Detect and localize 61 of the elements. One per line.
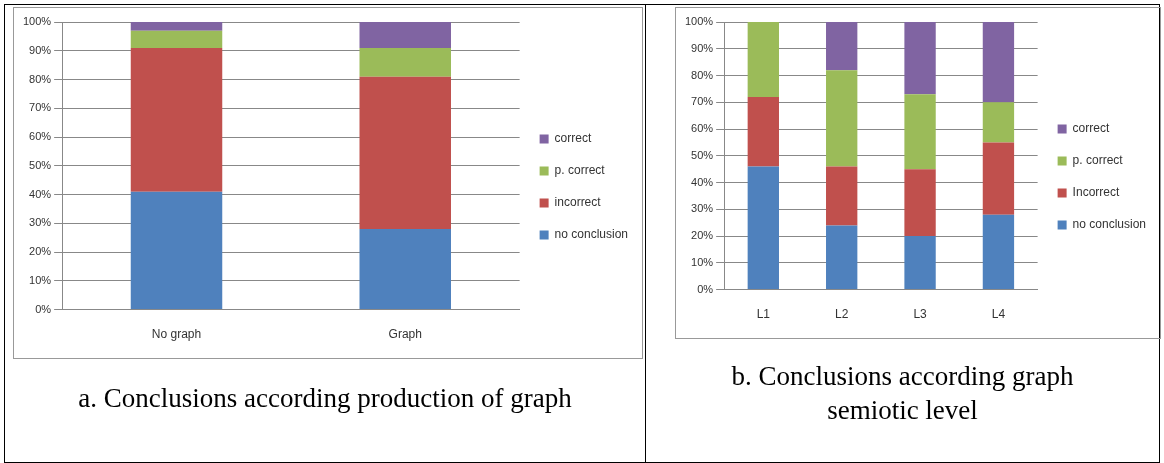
legend-label: Incorrect	[1072, 185, 1120, 200]
legend-label: correct	[554, 131, 592, 146]
bar	[826, 22, 858, 71]
y-tick-label: 60%	[691, 122, 714, 135]
y-tick-label: 20%	[29, 245, 52, 258]
x-tick-label: Graph	[388, 327, 422, 342]
x-tick-label: L2	[835, 307, 849, 322]
bar	[826, 70, 858, 167]
text: a. Conclusions according production of graph	[77, 382, 573, 415]
y-tick-label: 80%	[29, 72, 52, 85]
legend-label: incorrect	[554, 195, 602, 210]
bar	[359, 22, 451, 48]
y-tick-label: 100%	[22, 15, 52, 28]
y-tick-label: 20%	[691, 229, 714, 242]
bar	[359, 229, 451, 310]
bar	[359, 76, 451, 230]
legend-label: p. correct	[1072, 153, 1124, 168]
bar	[359, 47, 451, 77]
bar	[826, 166, 858, 226]
y-tick-label: 90%	[29, 43, 52, 56]
x-tick-label: No graph	[151, 327, 202, 342]
bar	[130, 47, 223, 192]
bar	[747, 96, 779, 167]
bar	[982, 22, 1015, 103]
x-tick-label: L3	[913, 307, 928, 322]
bar	[982, 214, 1015, 290]
y-tick-label: 100%	[684, 15, 714, 28]
y-tick-label: 30%	[691, 202, 714, 215]
bar	[130, 191, 223, 310]
x-tick-label: L1	[756, 307, 771, 322]
text: b. Conclusions according graph semiotic level	[730, 360, 1075, 427]
y-tick-label: 40%	[691, 175, 714, 188]
bar	[904, 94, 936, 170]
legend-label: no conclusion	[554, 227, 629, 242]
y-tick-label: 30%	[29, 216, 52, 229]
y-tick-label: 0%	[697, 282, 714, 295]
y-tick-label: 40%	[29, 187, 52, 200]
legend-label: no conclusion	[1072, 217, 1147, 232]
y-tick-label: 80%	[691, 68, 714, 81]
bar	[747, 166, 779, 290]
y-tick-label: 70%	[29, 101, 52, 114]
bar	[826, 225, 858, 290]
y-tick-label: 70%	[691, 95, 714, 108]
bar	[904, 22, 936, 95]
y-tick-label: 50%	[29, 158, 52, 171]
bar	[130, 22, 223, 31]
legend-label: p. correct	[554, 163, 606, 178]
y-tick-label: 50%	[691, 148, 714, 161]
legend-label: correct	[1072, 121, 1110, 136]
y-tick-label: 60%	[29, 130, 52, 143]
bar	[982, 142, 1015, 215]
y-tick-label: 10%	[691, 255, 714, 268]
y-tick-label: 0%	[35, 302, 52, 315]
bar	[130, 30, 223, 48]
y-tick-label: 90%	[691, 41, 714, 54]
bar	[904, 169, 936, 237]
bar	[747, 22, 779, 97]
bar	[982, 102, 1015, 143]
bar	[904, 236, 936, 290]
x-tick-label: L4	[991, 307, 1006, 322]
y-tick-label: 10%	[29, 273, 52, 286]
